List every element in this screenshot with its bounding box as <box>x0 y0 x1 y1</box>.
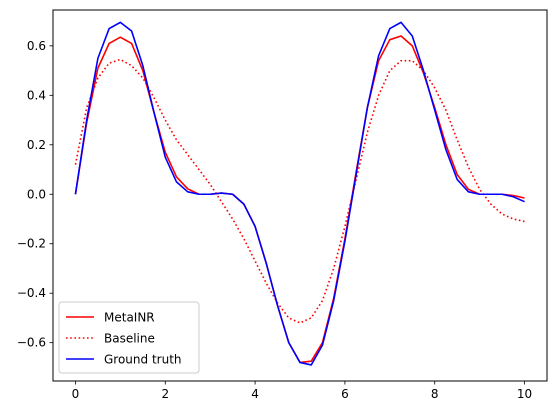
y-tick-label: −0.4 <box>17 286 46 300</box>
x-axis: 0 2 4 6 8 10 <box>72 381 532 401</box>
x-tick-label: 10 <box>517 387 532 401</box>
x-tick-label: 2 <box>161 387 169 401</box>
y-tick-label: 0.4 <box>27 88 46 102</box>
x-tick-label: 4 <box>251 387 259 401</box>
series-line-baseline <box>74 58 525 324</box>
y-tick-label: −0.6 <box>17 336 46 350</box>
y-tick-label: −0.2 <box>17 237 46 251</box>
legend: MetaINR Baseline Ground truth <box>58 301 200 374</box>
x-tick-label: 8 <box>431 387 439 401</box>
legend-label: Baseline <box>104 332 155 346</box>
y-axis: −0.6 −0.4 −0.2 0.0 0.2 0.4 0.6 <box>17 39 53 350</box>
plot-frame <box>52 9 548 382</box>
legend-label: MetaINR <box>104 311 155 325</box>
legend-label: Ground truth <box>104 353 182 367</box>
y-tick-label: 0.6 <box>27 39 46 53</box>
legend-box <box>58 301 200 374</box>
series-line-ground-truth <box>74 21 525 366</box>
x-tick-label: 6 <box>341 387 349 401</box>
y-tick-label: 0.2 <box>27 138 46 152</box>
series-layer <box>74 21 525 366</box>
x-tick-label: 0 <box>72 387 80 401</box>
y-tick-label: 0.0 <box>27 187 46 201</box>
